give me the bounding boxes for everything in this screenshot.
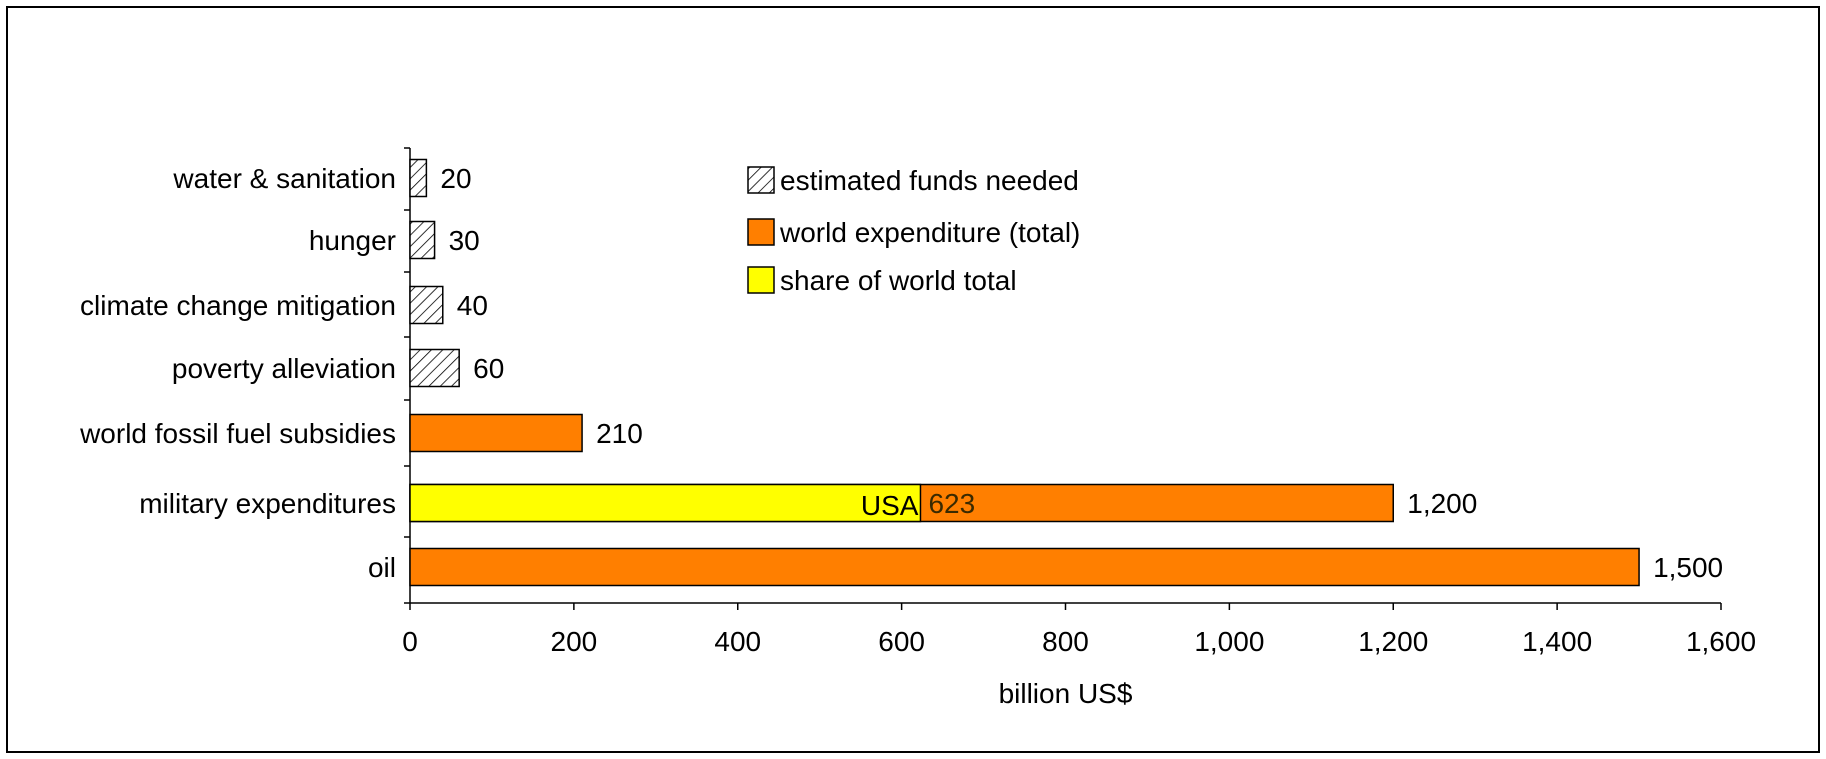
share-bar-name-label: USA — [861, 490, 919, 521]
category-label: water & sanitation — [172, 163, 396, 194]
bar-value-label: 60 — [473, 353, 504, 384]
bar-value-label: 40 — [457, 290, 488, 321]
legend-swatch — [747, 218, 775, 246]
category-label: hunger — [309, 225, 396, 256]
share-bar — [409, 483, 922, 523]
x-axis-title: billion US$ — [999, 678, 1133, 709]
bar — [409, 413, 583, 453]
share-bar-value-label: 623 — [928, 488, 975, 519]
bar — [409, 220, 436, 260]
x-tick-label: 400 — [714, 626, 761, 657]
legend-swatch — [747, 266, 775, 294]
chart-frame — [6, 6, 1820, 753]
x-tick-label: 200 — [551, 626, 598, 657]
category-label: climate change mitigation — [80, 290, 396, 321]
bar — [409, 158, 428, 198]
x-tick-label: 1,200 — [1358, 626, 1428, 657]
x-tick-label: 600 — [878, 626, 925, 657]
x-tick-label: 1,400 — [1522, 626, 1592, 657]
bar — [409, 348, 460, 388]
category-label: oil — [368, 552, 396, 583]
x-tick-label: 1,000 — [1194, 626, 1264, 657]
legend-label: world expenditure (total) — [779, 217, 1080, 248]
bar-value-label: 1,200 — [1407, 488, 1477, 519]
category-label: poverty alleviation — [172, 353, 396, 384]
legend: estimated funds needed world expenditure … — [747, 165, 1080, 296]
legend-label: share of world total — [780, 265, 1017, 296]
plot-area: water & sanitation 20 hunger 30 climate chan… — [79, 147, 1756, 709]
x-tick-label: 800 — [1042, 626, 1089, 657]
bar — [409, 547, 1640, 587]
bar-value-label: 210 — [596, 418, 643, 449]
legend-label: estimated funds needed — [780, 165, 1079, 196]
bar-value-label: 1,500 — [1653, 552, 1723, 583]
bar-value-label: 30 — [449, 225, 480, 256]
x-tick-label: 0 — [402, 626, 418, 657]
bar — [409, 285, 444, 325]
legend-swatch — [747, 166, 775, 194]
category-label: world fossil fuel subsidies — [79, 418, 396, 449]
category-label: military expenditures — [139, 488, 396, 519]
x-tick-label: 1,600 — [1686, 626, 1756, 657]
bar-value-label: 20 — [440, 163, 471, 194]
